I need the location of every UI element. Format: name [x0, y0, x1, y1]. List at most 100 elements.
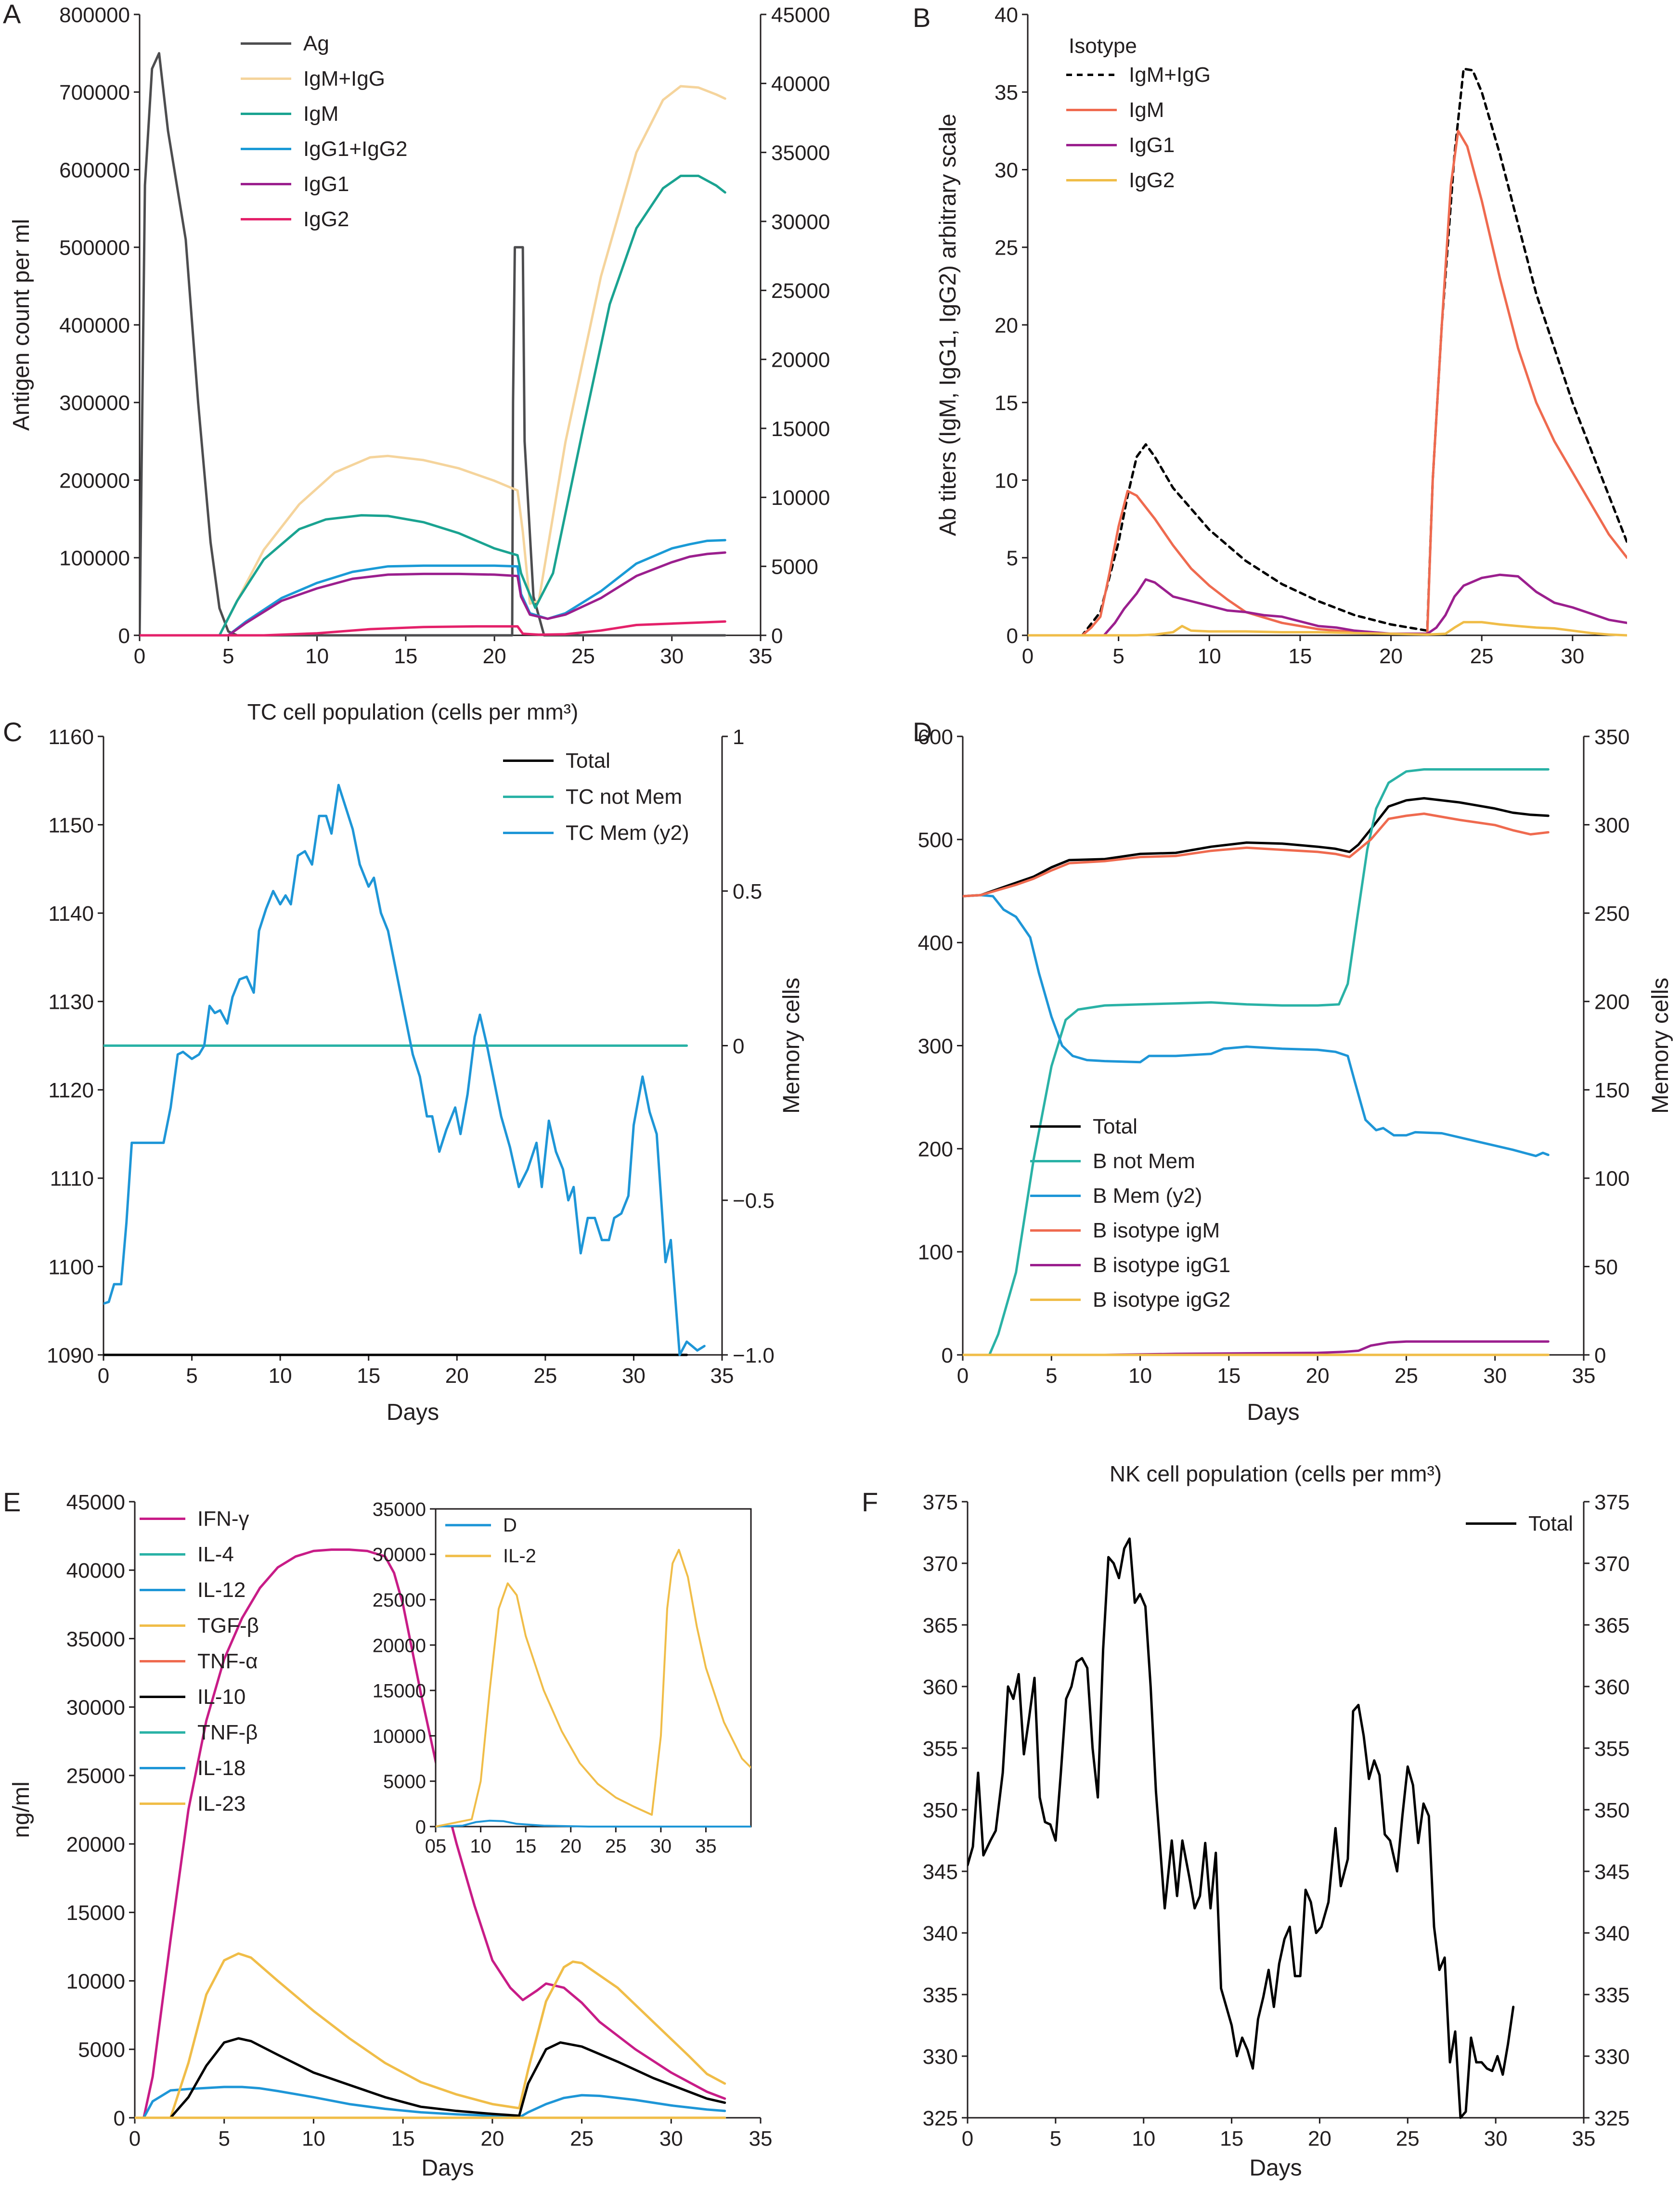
x-tick-label: 30: [1484, 2127, 1508, 2150]
y2-tick-label: 340: [1594, 1922, 1629, 1945]
series-line-igg1: [140, 551, 726, 637]
x-tick-label: 35: [749, 2127, 773, 2150]
y2-tick-label: 40000: [771, 72, 830, 96]
panel-letter-a: A: [3, 0, 21, 29]
y-tick-label: 25000: [66, 1764, 125, 1788]
y2-tick-label: 375: [1594, 1491, 1629, 1514]
y2-tick-label: −0.5: [733, 1189, 775, 1213]
series-line-igg1-igg2: [140, 539, 726, 637]
x-tick-label: 30: [622, 1364, 646, 1388]
x-tick-label: 5: [218, 2127, 230, 2150]
y-tick-label: 40000: [66, 1559, 125, 1583]
legend-label: TC not Mem: [566, 785, 682, 809]
x-tick-label: 15: [357, 1364, 380, 1388]
x-tick-label: 10: [1198, 644, 1221, 668]
y2-axis-title: Memory cells: [779, 978, 804, 1114]
series-layer: [135, 1548, 726, 2119]
y2-tick-label: 5000: [771, 555, 818, 579]
series-layer: [963, 768, 1550, 1356]
legend-label: D: [503, 1515, 517, 1536]
series-layer: [103, 784, 706, 1356]
y2-tick-label: 25000: [771, 279, 830, 303]
y2-tick-label: 0.5: [733, 880, 762, 903]
x-tick-label: 35: [711, 1364, 734, 1388]
legend-label: IL-23: [197, 1792, 246, 1816]
y-tick-label: 345: [923, 1860, 958, 1884]
y-tick-label: 370: [923, 1552, 958, 1576]
legend-label: IgG1: [303, 172, 349, 196]
x-tick-label: 0: [129, 2127, 141, 2150]
y-tick-label: 375: [923, 1491, 958, 1514]
y-tick-label: 30000: [66, 1696, 125, 1720]
y-tick-label: 20: [995, 314, 1018, 337]
y2-tick-label: 355: [1594, 1737, 1629, 1761]
y-tick-label: 20000: [66, 1833, 125, 1856]
series-line-d: [436, 1819, 751, 1828]
y2-tick-label: 360: [1594, 1675, 1629, 1699]
y-tick-label: 340: [923, 1922, 958, 1945]
legend-label: TNF-α: [197, 1649, 258, 1673]
y-tick-label: 500000: [59, 236, 130, 260]
y-tick-label: 1090: [47, 1344, 94, 1367]
x-tick-label: 0: [98, 1364, 109, 1388]
y-tick-label: 330: [923, 2045, 958, 2069]
y-tick-label: 365: [923, 1614, 958, 1637]
x-tick-label: 35: [1572, 2127, 1596, 2150]
series-line-il-10: [135, 2037, 726, 2119]
series-line-igm-igg: [1028, 67, 1627, 637]
series-line-il-12: [142, 2086, 726, 2119]
panel-f: 3253303353403453503553603653703753253303…: [923, 1461, 1630, 2181]
x-tick-label: 20: [445, 1364, 469, 1388]
y-tick-label: 0: [942, 1344, 953, 1367]
panel-letter-d: D: [913, 717, 932, 747]
x-tick-label: 0: [134, 644, 145, 668]
legend-label: IgM+IgG: [303, 67, 385, 90]
panel-letter-f: F: [862, 1487, 878, 1517]
x-tick-label: 25: [533, 1364, 557, 1388]
y2-tick-label: 345: [1594, 1860, 1629, 1884]
x-tick-label: 5: [1046, 1364, 1057, 1388]
x-tick-label: 30: [659, 2127, 683, 2150]
y-tick-label: 30000: [373, 1545, 426, 1566]
panel-d: 0100200300400500600050100150200250300350…: [918, 725, 1673, 1425]
y2-tick-label: 350: [1594, 725, 1629, 749]
y-tick-label: 355: [923, 1737, 958, 1761]
legend-label: IL-18: [197, 1756, 246, 1780]
x-tick-label: 5: [1112, 644, 1124, 668]
x-tick-label: 20: [480, 2127, 504, 2150]
x-tick-label: 25: [1470, 644, 1494, 668]
y2-tick-label: 300: [1594, 813, 1629, 837]
y2-tick-label: 100: [1594, 1167, 1629, 1191]
series-line-igm: [140, 174, 726, 637]
y-tick-label: 700000: [59, 81, 130, 104]
series-line-ag: [140, 52, 726, 637]
x-tick-label: 10: [305, 644, 329, 668]
y-tick-label: 10000: [66, 1970, 125, 1993]
legend-label: IgG2: [303, 207, 349, 231]
x-tick-label: 20: [1379, 644, 1403, 668]
panel-letter-e: E: [3, 1487, 21, 1517]
y2-tick-label: 45000: [771, 3, 830, 27]
y2-tick-label: 50: [1594, 1255, 1618, 1279]
y-tick-label: 400000: [59, 314, 130, 337]
y-tick-label: 335: [923, 1983, 958, 2007]
series-line-igm-igg: [140, 85, 726, 637]
y-tick-label: 1110: [50, 1167, 94, 1191]
panel-a: 0100000200000300000400000500000600000700…: [9, 3, 830, 668]
y2-tick-label: −1.0: [733, 1344, 775, 1367]
y-tick-label: 1140: [48, 902, 94, 926]
x-tick-label: 10: [269, 1364, 292, 1388]
y-tick-label: 30: [995, 158, 1018, 182]
y-axis-title: Antigen count per ml: [9, 219, 34, 431]
panel-letter-b: B: [913, 2, 930, 33]
y2-tick-label: 370: [1594, 1552, 1629, 1576]
legend-label: IgM: [1129, 98, 1164, 122]
x-tick-label: 0: [957, 1364, 969, 1388]
y-tick-label: 325: [923, 2107, 958, 2130]
series-layer: [436, 1548, 751, 1828]
y-tick-label: 0: [1007, 624, 1018, 648]
y2-tick-label: 1: [733, 725, 744, 749]
y2-tick-label: 10000: [771, 486, 830, 510]
x-axis-title: Days: [387, 1400, 439, 1425]
